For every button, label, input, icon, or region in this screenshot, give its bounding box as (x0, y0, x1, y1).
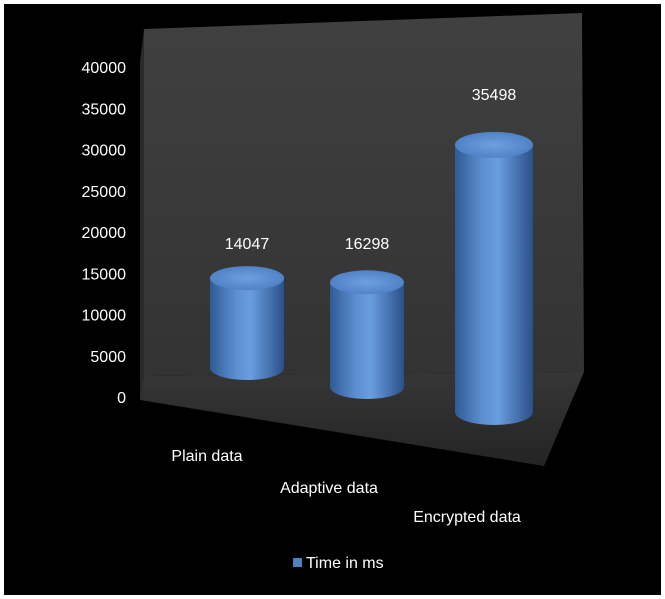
data-label: 35498 (472, 87, 517, 104)
data-labels: 14047 16298 35498 (225, 87, 517, 253)
bar-cylinder (210, 266, 284, 380)
y-tick-label: 0 (117, 390, 126, 407)
x-axis-categories: Plain data Adaptive data Encrypted data (171, 448, 521, 526)
bar-body (455, 144, 533, 425)
legend-swatch (293, 558, 302, 567)
bar-series (210, 131, 533, 425)
bar-cylinder (330, 270, 404, 399)
chart-frame: 0 5000 10000 15000 20000 25000 30000 35000 40000… (4, 4, 661, 595)
bar-top (455, 131, 533, 158)
y-tick-label: 30000 (82, 143, 127, 160)
x-category-label: Encrypted data (413, 509, 521, 526)
y-tick-label: 25000 (82, 184, 127, 201)
y-tick-label: 20000 (82, 225, 127, 242)
bar-chart: 0 5000 10000 15000 20000 25000 30000 35000 40000… (82, 13, 584, 572)
y-tick-label: 40000 (82, 60, 127, 77)
y-tick-label: 10000 (82, 308, 127, 325)
x-category-label: Plain data (171, 448, 242, 465)
y-axis-ticks: 0 5000 10000 15000 20000 25000 30000 35000 40000 (82, 60, 127, 407)
bar-body (210, 278, 284, 380)
y-tick-label: 5000 (90, 349, 126, 366)
data-label: 14047 (225, 236, 270, 253)
y-tick-label: 15000 (82, 266, 127, 283)
bar-top (330, 270, 404, 295)
y-tick-label: 35000 (82, 101, 127, 118)
x-category-label: Adaptive data (280, 480, 378, 497)
chart-side-wall (140, 29, 144, 400)
data-label: 16298 (345, 236, 390, 253)
legend: Time in ms (293, 555, 384, 572)
bar-top (210, 266, 284, 291)
legend-label: Time in ms (306, 555, 384, 572)
bar-cylinder (455, 131, 533, 425)
bar-body (330, 282, 404, 399)
